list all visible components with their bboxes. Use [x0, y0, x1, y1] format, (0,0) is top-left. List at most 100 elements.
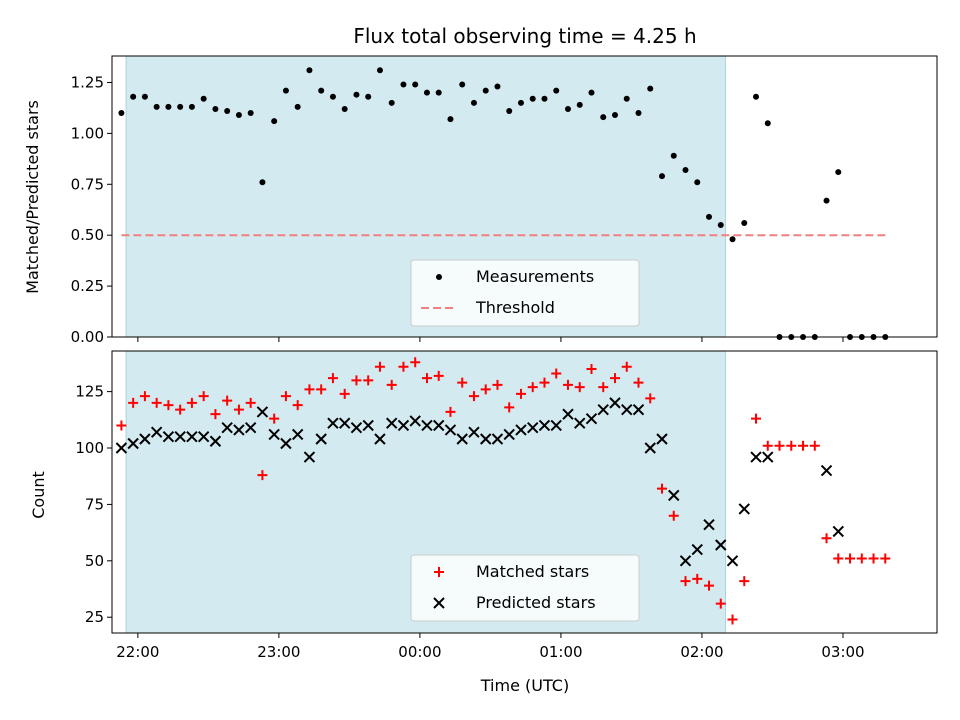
matched-star-point: [245, 397, 256, 408]
measurement-point: [576, 101, 583, 108]
matched-star-point: [574, 382, 585, 393]
legend-label: Predicted stars: [476, 593, 596, 612]
predicted-star-point: [256, 406, 269, 418]
top-y-tick-label: 1.25: [71, 73, 104, 91]
matched-star-point: [398, 361, 409, 372]
matched-star-point: [386, 379, 397, 390]
measurement-point: [247, 110, 254, 117]
predicted-star-point: [679, 555, 692, 567]
measurement-point: [200, 95, 207, 102]
measurement-point: [353, 91, 360, 98]
matched-star-point: [175, 404, 186, 415]
matched-star-point: [363, 375, 374, 386]
predicted-star-point: [480, 433, 492, 445]
predicted-star-point: [350, 421, 363, 434]
predicted-star-point: [186, 431, 198, 443]
matched-star-point: [233, 404, 244, 415]
matched-star-point: [598, 382, 609, 393]
measurement-point: [647, 85, 654, 92]
matched-star-point: [527, 382, 538, 393]
matched-star-point: [856, 553, 867, 564]
measurement-point: [564, 105, 571, 112]
measurement-point: [318, 87, 325, 94]
measurement-point: [706, 213, 713, 220]
top-y-tick-label: 0.75: [71, 175, 104, 193]
predicted-star-point: [762, 451, 774, 463]
matched-star-point: [551, 368, 562, 379]
matched-star-point: [609, 373, 620, 384]
top-y-axis-label: Matched/Predicted stars: [23, 100, 42, 294]
measurement-point: [623, 95, 630, 102]
matched-star-point: [374, 361, 385, 372]
predicted-star-point: [338, 417, 351, 429]
measurement-point: [118, 110, 125, 117]
measurement-point: [423, 89, 430, 96]
measurement-point: [188, 103, 195, 110]
measurement-point: [153, 103, 160, 110]
predicted-star-point: [562, 408, 574, 420]
predicted-star-point: [738, 503, 750, 515]
bottom-y-tick-label: 25: [85, 608, 104, 626]
chart-title: Flux total observing time = 4.25 h: [353, 24, 696, 48]
predicted-star-point: [726, 555, 739, 567]
measurement-point: [659, 173, 665, 180]
matched-star-point: [257, 470, 268, 481]
matched-star-point: [316, 384, 327, 395]
measurement-point: [670, 152, 677, 159]
measurement-point: [553, 87, 560, 94]
matched-star-point: [410, 357, 421, 368]
matched-star-point: [304, 384, 315, 395]
matched-star-point: [504, 402, 515, 413]
matched-star-point: [339, 388, 350, 399]
predicted-star-point: [385, 417, 398, 429]
predicted-star-point: [209, 435, 222, 447]
legend-handle-matched: [434, 567, 444, 577]
top-y-tick-label: 0.50: [71, 226, 104, 244]
top-legend: Measurements Threshold: [410, 259, 640, 327]
measurement-point: [611, 112, 618, 119]
predicted-star-point: [644, 442, 656, 454]
measurement-point: [494, 83, 501, 90]
x-axis-label: Time (UTC): [480, 676, 569, 695]
x-tick-label: 03:00: [821, 643, 864, 661]
predicted-star-point: [374, 433, 386, 445]
predicted-star-point: [538, 419, 551, 432]
measurement-point: [365, 93, 372, 100]
measurement-point: [717, 222, 724, 229]
matched-star-point: [668, 510, 679, 521]
matched-star-point: [833, 553, 844, 564]
predicted-star-point: [315, 433, 327, 445]
predicted-star-point: [820, 464, 833, 477]
matched-star-point: [421, 373, 432, 384]
bottom-y-tick-label: 75: [85, 495, 104, 513]
predicted-star-point: [621, 403, 633, 416]
measurement-point: [506, 107, 513, 114]
measurement-point: [400, 81, 407, 88]
predicted-star-point: [503, 428, 515, 441]
predicted-star-point: [527, 421, 539, 434]
legend-label: Measurements: [476, 267, 594, 286]
x-tick-label: 23:00: [257, 643, 300, 661]
measurement-point: [470, 99, 477, 106]
matched-star-point: [139, 391, 150, 402]
predicted-star-point: [150, 426, 163, 438]
predicted-star-point: [397, 419, 410, 432]
predicted-star-point: [668, 489, 680, 502]
matched-star-point: [468, 391, 479, 402]
predicted-star-point: [174, 431, 186, 443]
measurement-point: [517, 99, 524, 106]
legend-label: Threshold: [475, 298, 555, 317]
measurement-point: [753, 93, 760, 100]
measurement-point: [294, 103, 301, 110]
matched-star-point: [715, 598, 726, 609]
bottom-legend: Matched stars Predicted stars: [410, 554, 640, 622]
measurement-point: [600, 114, 607, 121]
top-legend-box: [410, 259, 640, 327]
matched-star-point: [739, 576, 750, 587]
matched-star-point: [657, 483, 667, 494]
predicted-star-point: [433, 419, 445, 432]
predicted-star-point: [139, 433, 151, 445]
measurement-point: [388, 99, 395, 106]
measurement-point: [282, 87, 289, 94]
measurement-point: [729, 236, 736, 243]
